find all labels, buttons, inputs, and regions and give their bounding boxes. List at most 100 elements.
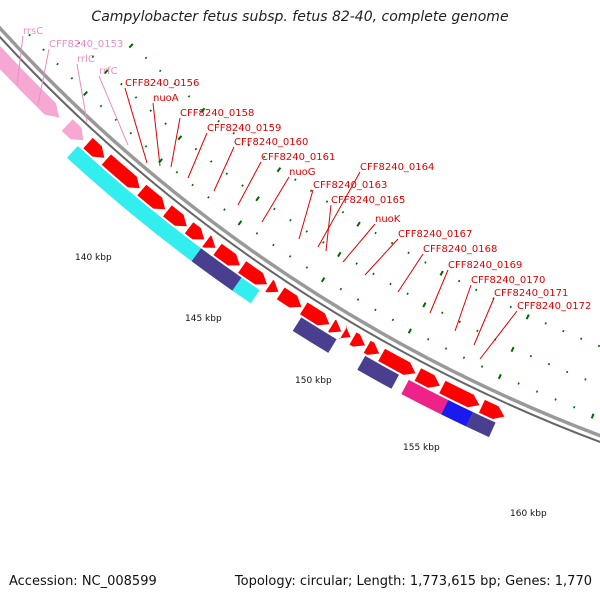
cds-arrow xyxy=(478,399,505,419)
gc-dot xyxy=(255,232,259,235)
homology-block-purple xyxy=(292,317,337,353)
gc-dot xyxy=(406,292,409,296)
gc-dot xyxy=(164,122,167,125)
gc-dot xyxy=(573,406,576,409)
gc-dot xyxy=(289,219,292,222)
gc-dot xyxy=(320,277,326,283)
gc-dot xyxy=(509,305,512,309)
label-leader-line xyxy=(152,102,161,167)
gc-dot xyxy=(217,119,220,123)
gc-dot xyxy=(187,95,191,98)
gc-dot xyxy=(134,96,138,99)
gene-label: CFF8240_0170 xyxy=(471,275,545,286)
cds-arrow xyxy=(378,348,416,375)
label-leader-line xyxy=(364,238,399,276)
gc-dot xyxy=(356,298,360,301)
gc-dot xyxy=(580,337,583,340)
gc-dot xyxy=(356,221,361,227)
homology-block-blue xyxy=(441,400,474,427)
gc-dot xyxy=(590,413,595,419)
gc-dot xyxy=(294,178,297,181)
gc-dot xyxy=(237,220,243,226)
label-leader-line xyxy=(479,310,518,360)
gc-dot xyxy=(191,183,194,187)
gc-dot xyxy=(91,55,95,59)
gc-dot xyxy=(273,207,276,211)
gene-label: CFF8240_0167 xyxy=(398,229,472,240)
gene-label: nuoA xyxy=(153,93,179,104)
cds-arrow xyxy=(213,243,240,266)
gc-dot xyxy=(566,370,569,374)
gc-dot xyxy=(517,382,520,385)
map-title: Campylobacter fetus subsp. fetus 82-40, … xyxy=(91,9,509,25)
gc-dot xyxy=(525,314,530,320)
gc-dot xyxy=(241,184,244,187)
gc-dot xyxy=(407,251,410,255)
homology-block-purple xyxy=(191,248,242,291)
gc-dot xyxy=(422,302,427,308)
gene-label: CFF8240_0165 xyxy=(331,195,405,206)
cds-arrow xyxy=(328,319,342,333)
cds-arrow xyxy=(338,326,351,339)
gc-dot xyxy=(458,320,461,324)
backbone-inner xyxy=(0,35,600,443)
homology-block-magenta xyxy=(401,379,449,415)
gc-dot xyxy=(99,104,103,108)
label-leader-line xyxy=(76,63,88,123)
scale-label: 160 kbp xyxy=(510,509,547,519)
gc-dot xyxy=(173,82,176,86)
cds-arrow xyxy=(414,368,440,388)
scale-label: 155 kbp xyxy=(403,443,440,453)
label-leader-line xyxy=(325,204,332,252)
gc-dot xyxy=(83,90,88,96)
accession-text: Accession: NC_008599 xyxy=(9,574,157,589)
label-leader-line xyxy=(397,253,424,293)
gc-dot xyxy=(305,230,309,233)
gc-dot xyxy=(262,155,266,159)
gc-dot xyxy=(339,287,343,291)
gene-label: rrsC xyxy=(23,26,43,37)
label-leader-line xyxy=(298,189,314,240)
label-leader-line xyxy=(237,161,262,206)
gc-dot xyxy=(149,109,152,112)
gc-dot xyxy=(77,41,81,45)
gc-dot xyxy=(529,354,533,358)
gc-dot xyxy=(480,365,484,368)
scale-label: 150 kbp xyxy=(295,376,332,386)
cds-arrow xyxy=(137,184,166,210)
gc-dot xyxy=(475,288,478,292)
cds-arrow xyxy=(101,154,140,189)
gene-label: CFF8240_0172 xyxy=(517,301,591,312)
gene-label: CFF8240_0160 xyxy=(234,137,308,148)
gc-dot xyxy=(175,171,179,174)
gene-label: nuoG xyxy=(289,167,316,178)
label-leader-line xyxy=(170,117,181,168)
label-leader-line xyxy=(429,269,449,314)
gc-dot xyxy=(337,251,342,258)
cds-arrow xyxy=(184,222,205,240)
gc-dot xyxy=(194,147,198,151)
gene-label: CFF8240_0158 xyxy=(180,108,254,119)
gc-dot xyxy=(444,347,448,350)
gc-dot xyxy=(390,241,394,245)
cds-arrow xyxy=(439,380,480,408)
gc-dot xyxy=(200,107,206,113)
gc-dot xyxy=(562,329,565,333)
cds-arrow xyxy=(300,302,330,326)
gc-dot xyxy=(144,145,148,148)
scale-label: 140 kbp xyxy=(75,253,112,263)
gc-dot xyxy=(424,261,427,264)
gc-dot xyxy=(305,266,309,269)
gc-dot xyxy=(309,189,313,193)
gc-dot xyxy=(247,143,251,147)
gc-dot xyxy=(374,308,377,312)
label-leader-line xyxy=(261,176,290,223)
gc-dot xyxy=(255,196,260,202)
gene-label: CFF8240_0159 xyxy=(207,123,281,134)
label-leader-line xyxy=(37,48,50,106)
gc-dot xyxy=(177,135,183,141)
gene-label: CFF8240_0171 xyxy=(494,288,568,299)
gc-dot xyxy=(439,270,444,276)
gene-label: CFF8240_0164 xyxy=(360,162,434,173)
gene-label: rrfC xyxy=(99,66,118,77)
